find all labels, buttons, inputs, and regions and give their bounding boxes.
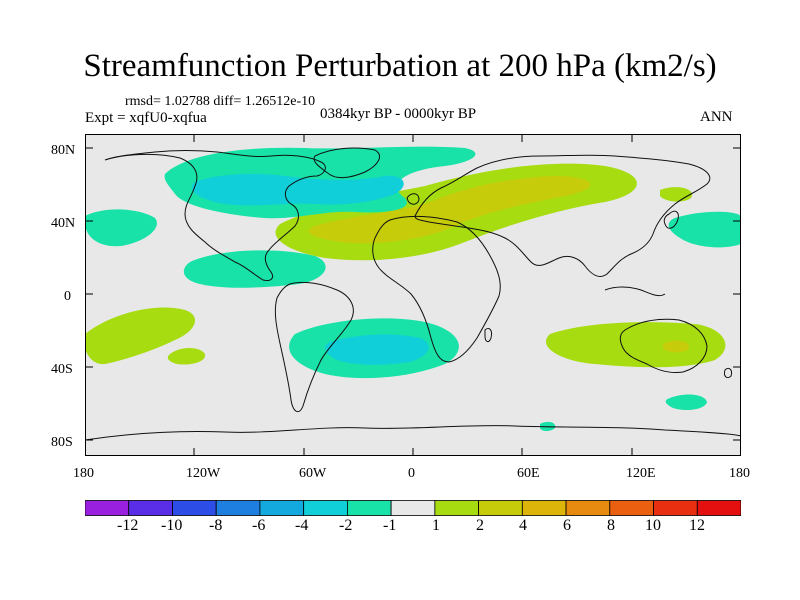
lon-label-180e: 180 — [729, 466, 750, 481]
experiment-label: Expt = xqfU0-xqfua — [85, 110, 207, 126]
lat-label-80s: 80S — [51, 435, 73, 450]
lon-label-180w: 180 — [73, 466, 94, 481]
colorbar-box — [521, 500, 567, 516]
stats-line: rmsd= 1.02788 diff= 1.26512e-10 — [125, 94, 316, 109]
period-label: 0384kyr BP - 0000kyr BP — [320, 106, 477, 122]
colorbar-label: 2 — [476, 517, 484, 534]
contour-eurasia-4 — [308, 176, 591, 244]
colorbar-label: -10 — [161, 517, 183, 534]
coast-madagascar — [484, 327, 492, 343]
contour-australia-2 — [546, 322, 726, 368]
colorbar-box — [85, 500, 130, 516]
lon-label-0: 0 — [408, 466, 415, 481]
colorbar-label: 1 — [432, 517, 440, 534]
coast-new-zealand — [724, 367, 732, 379]
lon-label-120w: 120W — [186, 466, 221, 481]
contour-map — [85, 134, 741, 456]
colorbar-box — [259, 500, 305, 516]
colorbar-box — [215, 500, 261, 516]
colorbar-box — [434, 500, 479, 516]
coast-africa — [372, 215, 501, 363]
colorbar-label: 8 — [607, 517, 615, 534]
coast-eurasia — [414, 154, 711, 277]
lat-label-40n: 40N — [51, 216, 76, 231]
colorbar-box — [478, 500, 523, 516]
colorbar-box — [128, 500, 173, 516]
contour-pacific-nw — [85, 209, 157, 247]
colorbar-label: -2 — [339, 517, 353, 534]
positive-contours — [85, 163, 726, 368]
contour-south-indian — [665, 394, 707, 410]
colorbar-label: 12 — [689, 517, 705, 534]
coast-indonesia — [604, 286, 666, 297]
colorbar-box — [609, 500, 654, 516]
negative-contours — [85, 146, 741, 431]
colorbar-label: 4 — [519, 517, 527, 534]
colorbar-box — [653, 500, 698, 516]
contour-pacific-small — [167, 348, 206, 365]
coast-japan — [663, 210, 679, 229]
colorbar-box — [696, 500, 741, 516]
contour-australia-4 — [663, 340, 690, 353]
colorbar-label: -1 — [383, 517, 397, 534]
colorbar-label: 6 — [563, 517, 571, 534]
coastlines — [85, 147, 741, 441]
colorbar-box — [346, 500, 392, 516]
plot-title: Streamfunction Perturbation at 200 hPa (… — [83, 48, 717, 84]
colorbar-box — [172, 500, 217, 516]
coast-greenland — [313, 147, 380, 179]
colorbar-label: 10 — [645, 517, 661, 534]
coast-uk — [406, 193, 420, 205]
coast-north-america — [104, 150, 326, 281]
lon-label-60w: 60W — [299, 466, 327, 481]
colorbar-label: -6 — [252, 517, 266, 534]
contour-pacific-sw — [85, 307, 196, 365]
lon-label-60e: 60E — [517, 466, 540, 481]
colorbar-label: -12 — [117, 517, 139, 534]
contour-americas — [183, 250, 326, 288]
coast-australia — [619, 318, 708, 373]
map-ticks — [85, 134, 741, 456]
contour-north-atlantic-2 — [191, 174, 404, 206]
coast-south-america — [274, 281, 354, 413]
colorbar-box — [390, 500, 436, 516]
colorbar-box — [303, 500, 348, 516]
season-label: ANN — [700, 109, 733, 125]
contour-pacific-ne-neg — [668, 211, 741, 248]
colorbar-box — [565, 500, 611, 516]
lat-label-40s: 40S — [51, 362, 73, 377]
coast-antarctica — [85, 425, 741, 441]
lat-label-80n: 80N — [51, 143, 76, 158]
colorbar-label: -8 — [209, 517, 223, 534]
lon-label-120e: 120E — [626, 466, 656, 481]
colorbar — [85, 500, 741, 516]
lat-label-0: 0 — [64, 289, 71, 304]
colorbar-label: -4 — [295, 517, 309, 534]
contour-south-atlantic-2 — [325, 334, 429, 365]
